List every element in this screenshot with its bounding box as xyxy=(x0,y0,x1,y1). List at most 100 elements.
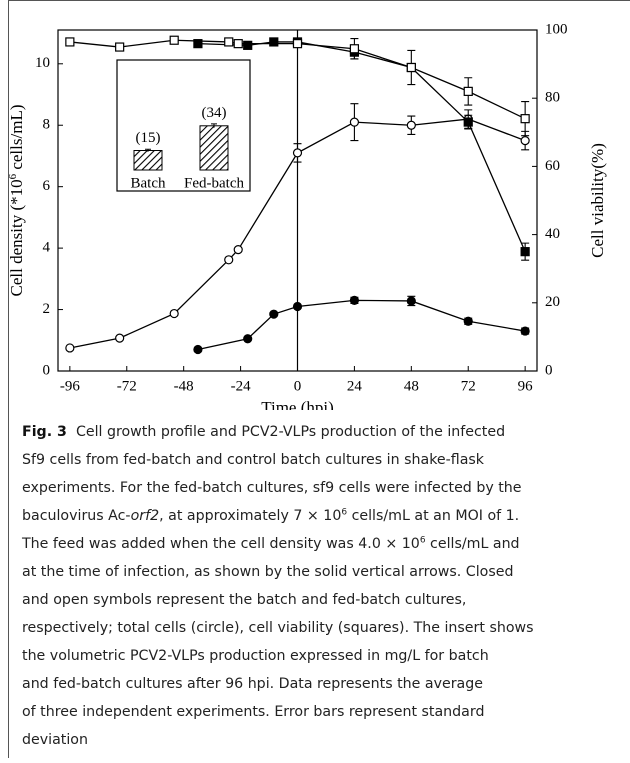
point xyxy=(292,301,303,312)
x-tick-label: 96 xyxy=(518,378,534,394)
y-tick-label: 6 xyxy=(43,178,51,194)
y2-tick-label: 0 xyxy=(545,362,553,378)
caption-text: orf2 xyxy=(130,508,160,524)
y2-tick-label: 100 xyxy=(545,21,568,37)
label-text: cells/mL) xyxy=(7,104,26,173)
caption-text: respectively; total cells (circle), cell… xyxy=(22,620,534,636)
series-line xyxy=(69,39,526,120)
x-tick-label: -72 xyxy=(117,378,137,394)
point xyxy=(243,334,253,344)
point xyxy=(349,44,360,54)
point xyxy=(193,39,203,49)
point xyxy=(115,42,125,52)
point xyxy=(65,343,75,353)
caption-text: The feed was added when the cell density… xyxy=(22,536,420,552)
x-tick-label: 0 xyxy=(294,378,302,394)
caption-line: The feed was added when the cell density… xyxy=(22,530,622,558)
superscript: 6 xyxy=(7,173,19,179)
point xyxy=(169,35,179,45)
point xyxy=(463,316,473,326)
point xyxy=(115,333,125,343)
point xyxy=(406,62,416,73)
inset-bar xyxy=(133,150,163,171)
caption-text: baculovirus Ac- xyxy=(22,508,131,524)
inset-value-label: (34) xyxy=(202,105,227,121)
point xyxy=(169,308,179,319)
point xyxy=(520,326,530,336)
x-axis-title: Time (hpi) xyxy=(261,398,334,410)
point xyxy=(269,37,279,47)
caption-line: Fig. 3 Cell growth profile and PCV2-VLPs… xyxy=(22,418,622,446)
point xyxy=(520,247,530,257)
point xyxy=(406,296,416,306)
caption-text: at the time of infection, as shown by th… xyxy=(22,564,514,580)
caption-text: Fig. 3 xyxy=(22,424,67,440)
series-line xyxy=(197,299,526,351)
y-tick-label: 4 xyxy=(43,240,51,256)
inset-error-bar xyxy=(211,123,217,128)
caption: Fig. 3 Cell growth profile and PCV2-VLPs… xyxy=(22,418,622,754)
inset-value-label: (15) xyxy=(136,130,161,146)
y-tick-label: 10 xyxy=(35,55,50,71)
caption-line: and open symbols represent the batch and… xyxy=(22,586,622,614)
caption-text: cells/mL at an MOI of 1. xyxy=(347,508,520,524)
point xyxy=(406,120,416,130)
y-axis-title: Cell density (*106 cells/mL) xyxy=(7,104,26,296)
caption-line: Sf9 cells from fed-batch and control bat… xyxy=(22,446,622,474)
inset-error-bar xyxy=(145,148,151,152)
point xyxy=(243,40,253,50)
caption-text: deviation xyxy=(22,732,88,748)
frame-top xyxy=(8,0,630,1)
point xyxy=(269,309,279,319)
inset-category-label: Batch xyxy=(131,175,166,191)
caption-text: Cell growth profile and PCV2-VLPs produc… xyxy=(66,424,506,440)
figure: -96 -72 -48 -24 0 24 48 72 960246810020406080100… xyxy=(7,21,607,410)
point xyxy=(463,86,473,96)
caption-line: respectively; total cells (circle), cell… xyxy=(22,614,622,642)
caption-line: deviation xyxy=(22,726,622,754)
caption-line: at the time of infection, as shown by th… xyxy=(22,558,622,586)
caption-text: Sf9 cells from fed-batch and control bat… xyxy=(22,452,484,468)
point xyxy=(520,135,530,146)
x-tick-label: 24 xyxy=(347,378,363,394)
point xyxy=(65,37,75,47)
series-line xyxy=(69,118,526,349)
caption-text: 6 xyxy=(419,535,426,546)
y2-tick-label: 40 xyxy=(545,226,560,242)
x-tick-label: 72 xyxy=(461,378,476,394)
y2-tick-label: 20 xyxy=(545,294,560,310)
point xyxy=(349,295,360,305)
point xyxy=(520,114,530,124)
caption-line: experiments. For the fed-batch cultures,… xyxy=(22,474,622,502)
x-tick-label: 48 xyxy=(404,378,419,394)
y-tick-label: 2 xyxy=(43,301,51,317)
point xyxy=(292,148,303,158)
point xyxy=(292,39,303,49)
caption-line: the volumetric PCV2-VLPs production expr… xyxy=(22,642,622,670)
caption-line: baculovirus Ac-orf2, at approximately 7 … xyxy=(22,502,622,530)
frame-left xyxy=(8,0,9,758)
point xyxy=(193,344,203,355)
y2-axis-title: Cell viability(%) xyxy=(588,143,607,258)
point xyxy=(463,117,473,127)
point xyxy=(233,39,243,49)
y2-tick-label: 80 xyxy=(545,90,560,106)
point xyxy=(233,245,243,255)
caption-text: cells/mL and xyxy=(425,536,520,552)
y-tick-label: 0 xyxy=(43,362,51,378)
caption-text: and open symbols represent the batch and… xyxy=(22,592,467,608)
point xyxy=(224,37,234,47)
y2-tick-label: 60 xyxy=(545,158,560,174)
caption-text: and fed-batch cultures after 96 hpi. Dat… xyxy=(22,676,483,692)
inset-frame xyxy=(116,59,251,192)
point xyxy=(224,255,234,265)
label-text: Cell density (*10 xyxy=(7,179,26,296)
x-tick-label: -96 xyxy=(60,378,80,394)
y-tick-label: 8 xyxy=(43,117,51,133)
inset-bar xyxy=(199,125,229,171)
caption-text: 6 xyxy=(341,507,348,518)
point xyxy=(349,117,360,127)
caption-text: of three independent experiments. Error … xyxy=(22,704,485,720)
x-tick-label: -48 xyxy=(174,378,194,394)
